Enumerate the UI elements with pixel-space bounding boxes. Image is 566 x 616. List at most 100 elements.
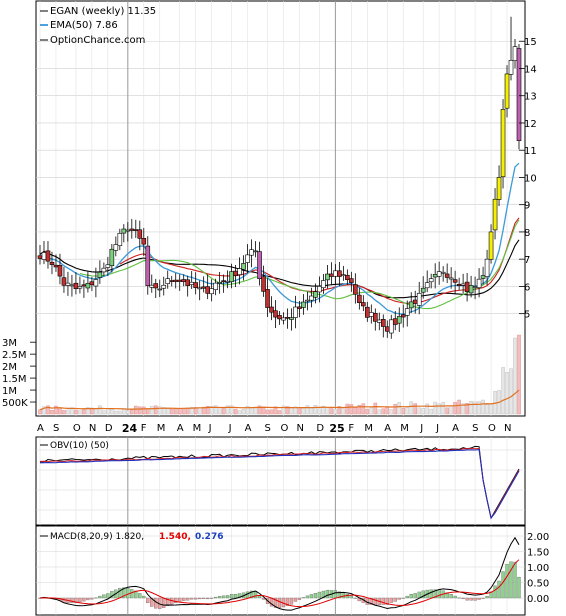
volume-bar <box>157 406 162 415</box>
price-tick-label: 6 <box>524 282 530 293</box>
candle <box>488 224 494 264</box>
volume-bar <box>197 407 202 415</box>
candle <box>452 270 458 295</box>
volume-bar <box>213 405 218 415</box>
macd-histogram-bar <box>122 587 126 599</box>
month-label: M <box>400 423 409 434</box>
candle <box>237 257 242 285</box>
volume-bar <box>457 399 461 415</box>
volume-tick-label: 500K <box>2 398 28 409</box>
month-label: S <box>472 423 478 434</box>
candle <box>357 287 362 310</box>
month-label: D <box>105 423 113 434</box>
macd-histogram-bar <box>469 597 473 601</box>
macd-histogram-bar <box>353 597 357 599</box>
candle <box>353 273 358 304</box>
volume-bar <box>321 405 326 415</box>
candle <box>97 260 103 284</box>
volume-bar <box>110 409 114 415</box>
macd-histogram-bar <box>517 576 521 599</box>
volume-bar <box>225 405 230 415</box>
obv-panel: OBV(10) (50) <box>35 436 526 526</box>
macd-histogram-bar <box>102 594 106 599</box>
macd-histogram-bar <box>198 597 202 600</box>
macd-histogram-bar <box>285 597 290 606</box>
volume-bar <box>269 409 274 415</box>
volume-tick-label: 2.5M <box>2 350 27 361</box>
ticker-label: EGAN (weekly) 11.35 <box>50 6 156 17</box>
candle <box>249 239 254 268</box>
month-label: F <box>348 423 354 434</box>
volume-bar <box>189 406 194 415</box>
macd-histogram-bar <box>333 590 338 599</box>
macd-histogram-bar <box>126 588 130 599</box>
price-tick-label: 7 <box>524 255 530 266</box>
volume-bar <box>217 408 222 415</box>
candle <box>241 255 246 281</box>
candle <box>65 271 71 296</box>
macd-histogram-bar <box>142 595 146 599</box>
macd-histogram-bar <box>178 597 182 602</box>
volume-ma-line <box>39 389 520 411</box>
macd-signal-line <box>39 559 520 608</box>
volume-bar <box>445 407 449 415</box>
volume-bar <box>141 406 146 415</box>
macd-histogram-bar <box>229 594 234 599</box>
macd-histogram-bar <box>154 597 158 609</box>
volume-bar <box>465 403 469 415</box>
macd-histogram-bar <box>373 597 377 606</box>
macd-histogram-bar <box>273 597 278 608</box>
macd-histogram-bar <box>186 597 190 601</box>
macd-histogram-bar <box>337 591 342 599</box>
macd-histogram-bar <box>421 590 425 599</box>
macd-histogram-bar <box>305 595 310 599</box>
candle <box>500 99 506 189</box>
macd-histogram-bar <box>130 589 134 599</box>
volume-bar <box>425 403 429 415</box>
volume-tick-label: 2M <box>2 362 17 373</box>
macd-histogram-bar <box>182 597 186 601</box>
volume-bar <box>149 406 154 415</box>
volume-bar <box>58 408 62 415</box>
candle <box>217 271 222 294</box>
volume-bar <box>517 334 521 415</box>
candle <box>45 241 51 269</box>
volume-bar <box>241 408 246 415</box>
volume-bar <box>98 405 102 415</box>
month-label: 24 <box>122 422 138 435</box>
price-tick-label: 13 <box>524 92 537 103</box>
macd-histogram-bar <box>98 595 102 599</box>
macd-histogram-bar <box>190 597 194 600</box>
volume-bar <box>501 367 505 415</box>
macd-histogram-bar <box>297 597 302 600</box>
volume-bar <box>265 409 270 415</box>
macd-histogram-bar <box>509 561 513 599</box>
macd-histogram-bar <box>369 597 373 605</box>
obv-ma50-line <box>39 448 520 520</box>
ema-label: EMA(50) 7.86 <box>50 20 118 31</box>
volume-bar <box>509 368 513 415</box>
month-label: O <box>280 423 288 434</box>
volume-bar <box>349 404 354 415</box>
macd-histogram-bar <box>397 597 401 600</box>
macd-histogram-bar <box>349 595 354 599</box>
volume-bar <box>513 337 517 415</box>
macd-histogram-bar <box>493 585 497 599</box>
macd-histogram-bar <box>78 597 82 603</box>
price-tick-label: 10 <box>524 173 537 184</box>
candle <box>229 263 234 289</box>
macd-histogram-bar <box>106 593 110 599</box>
volume-bar <box>417 407 422 415</box>
volume-bar <box>489 403 493 415</box>
candle <box>145 236 151 295</box>
obv-ma10-line <box>39 448 520 520</box>
volume-bar <box>473 401 477 415</box>
volume-bar <box>385 406 390 415</box>
volume-bar <box>401 407 406 415</box>
macd-histogram-bar <box>393 597 397 602</box>
macd-histogram-bar <box>445 592 449 599</box>
volume-bar <box>209 406 214 415</box>
volume-bar <box>50 409 54 415</box>
